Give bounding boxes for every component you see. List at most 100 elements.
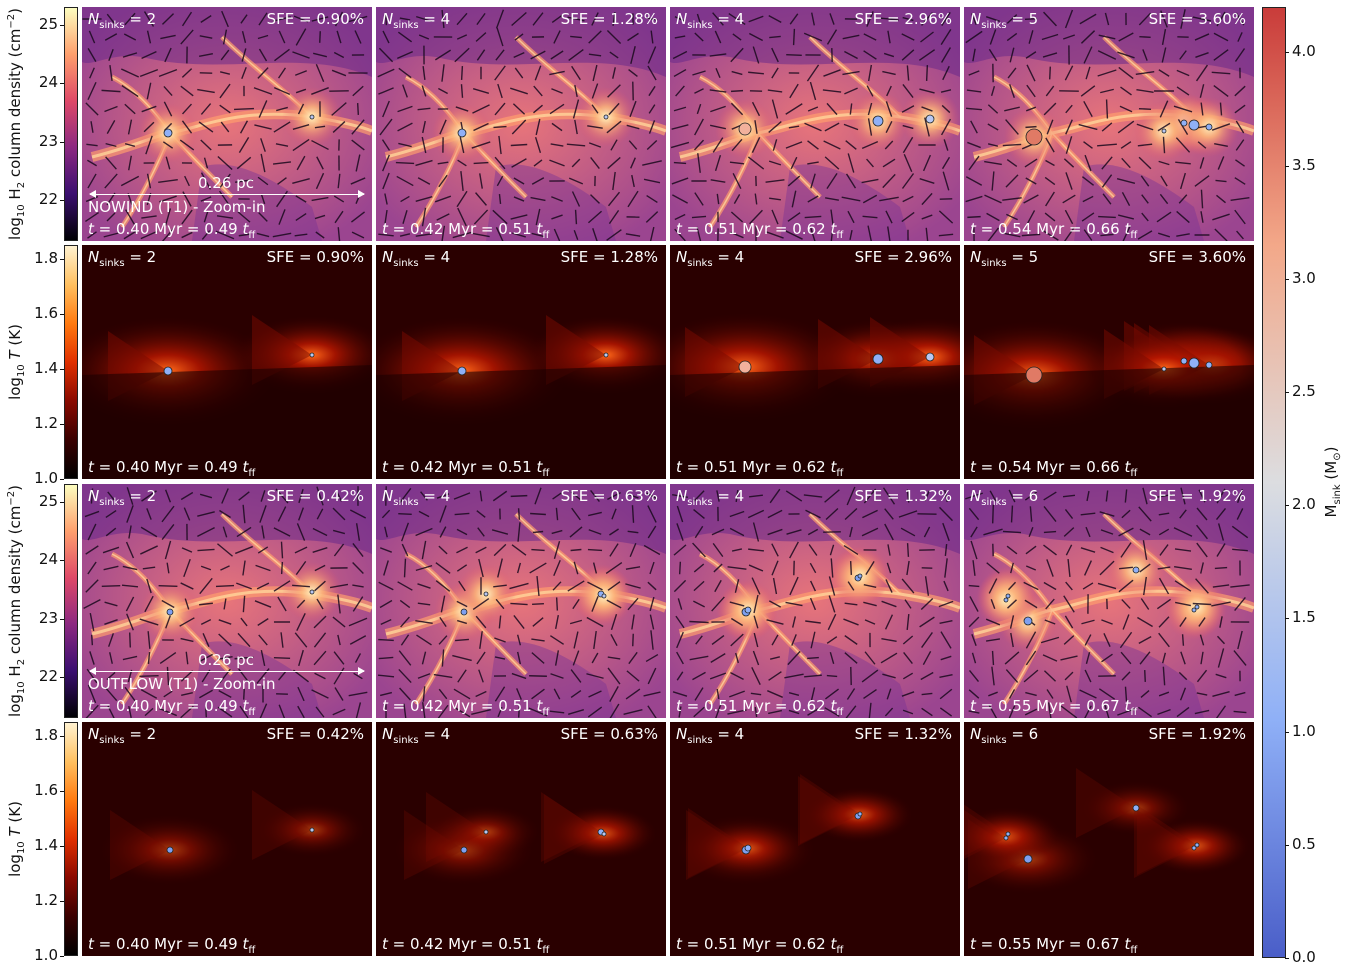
- colorbar-tick: 1.2: [34, 891, 58, 909]
- panel-density-r0-c3: Nsinks = 5 SFE = 3.60% t = 0.54 Myr = 0.66…: [964, 7, 1254, 241]
- map-image: [964, 722, 1254, 956]
- sfe-label: SFE = 3.60%: [1148, 10, 1246, 28]
- sink-mass-tick: 2.0: [1292, 495, 1316, 513]
- colorbar-tick: 1.0: [34, 946, 58, 964]
- panel-temperature-r3-c3: Nsinks = 6 SFE = 1.92% t = 0.55 Myr = 0.67…: [964, 722, 1254, 956]
- sink-mass-tick: 3.5: [1292, 156, 1316, 174]
- sink-mass-tick: 0.5: [1292, 835, 1316, 853]
- sink-mass-colorbar: [1262, 7, 1286, 958]
- nsinks-label: Nsinks = 4: [382, 725, 451, 747]
- sfe-label: SFE = 0.42%: [266, 487, 364, 505]
- temperature-colorbar: [64, 245, 78, 479]
- sfe-label: SFE = 0.90%: [266, 10, 364, 28]
- scale-bar: [89, 190, 365, 198]
- sink-particle: [738, 360, 752, 374]
- density-colorbar-label: log10 H2 column density (cm−2): [6, 485, 27, 717]
- colorbar-tick: 1.2: [34, 414, 58, 432]
- panel-density-r0-c1: Nsinks = 4 SFE = 1.28% t = 0.42 Myr = 0.51…: [376, 7, 666, 241]
- map-image: [376, 7, 666, 241]
- sink-particle: [1003, 597, 1009, 603]
- map-image: [376, 484, 666, 718]
- sink-particle: [483, 591, 489, 597]
- map-image: [964, 245, 1254, 479]
- scale-bar: [89, 667, 365, 675]
- time-label: t = 0.54 Myr = 0.66 tff: [970, 458, 1138, 480]
- time-label: t = 0.51 Myr = 0.62 tff: [676, 220, 844, 242]
- sink-particle: [1205, 123, 1213, 131]
- sink-particle: [1205, 361, 1213, 369]
- panel-temperature-r1-c3: Nsinks = 5 SFE = 3.60% t = 0.54 Myr = 0.66…: [964, 245, 1254, 479]
- sink-mass-tick: 1.0: [1292, 722, 1316, 740]
- sink-particle: [309, 827, 315, 833]
- time-label: t = 0.51 Myr = 0.62 tff: [676, 458, 844, 480]
- scale-bar-label: 0.26 pc: [198, 174, 254, 192]
- sink-particle: [483, 829, 489, 835]
- sink-particle: [1005, 593, 1011, 599]
- colorbar-tick: 1.8: [34, 249, 58, 267]
- colorbar-tick: 25: [38, 492, 58, 510]
- sink-particle: [738, 122, 752, 136]
- sink-particle: [1161, 366, 1167, 372]
- sink-particle: [1194, 842, 1200, 848]
- sink-particle: [1023, 854, 1033, 864]
- time-label: t = 0.55 Myr = 0.67 tff: [970, 697, 1138, 719]
- time-label: t = 0.40 Myr = 0.49 tff: [88, 458, 256, 480]
- sfe-label: SFE = 1.28%: [560, 248, 658, 266]
- sink-particle: [1005, 831, 1011, 837]
- sink-particle: [309, 589, 315, 595]
- sink-particle: [1132, 566, 1140, 574]
- sink-particle: [1180, 357, 1188, 365]
- sink-mass-tick: 4.0: [1292, 42, 1316, 60]
- sink-particle: [163, 128, 173, 138]
- panel-density-r2-c0: Nsinks = 2 SFE = 0.42% t = 0.40 Myr = 0.49…: [82, 484, 372, 718]
- sink-particle: [744, 606, 752, 614]
- colorbar-tick: 24: [38, 550, 58, 568]
- nsinks-label: Nsinks = 2: [88, 725, 157, 747]
- sink-particle: [1180, 119, 1188, 127]
- panel-density-r2-c3: Nsinks = 6 SFE = 1.92% t = 0.55 Myr = 0.67…: [964, 484, 1254, 718]
- panel-temperature-r3-c0: Nsinks = 2 SFE = 0.42% t = 0.40 Myr = 0.49…: [82, 722, 372, 956]
- time-label: t = 0.40 Myr = 0.49 tff: [88, 935, 256, 957]
- sink-particle: [857, 811, 863, 817]
- sfe-label: SFE = 1.92%: [1148, 487, 1246, 505]
- sink-particle: [872, 115, 884, 127]
- nsinks-label: Nsinks = 2: [88, 10, 157, 32]
- sink-mass-tick: 3.0: [1292, 269, 1316, 287]
- sfe-label: SFE = 1.32%: [854, 725, 952, 743]
- map-image: [82, 245, 372, 479]
- map-image: [82, 484, 372, 718]
- nsinks-label: Nsinks = 2: [88, 487, 157, 509]
- colorbar-tick: 1.0: [34, 469, 58, 487]
- nsinks-label: Nsinks = 4: [382, 10, 451, 32]
- nsinks-label: Nsinks = 4: [676, 725, 745, 747]
- sink-particle: [460, 608, 468, 616]
- map-image: [82, 722, 372, 956]
- temperature-colorbar-label: log10 T (K): [6, 801, 27, 877]
- map-image: [82, 7, 372, 241]
- sink-particle: [1025, 128, 1043, 146]
- sink-particle: [601, 831, 607, 837]
- nsinks-label: Nsinks = 5: [970, 248, 1039, 270]
- panel-density-r0-c0: Nsinks = 2 SFE = 0.90% t = 0.40 Myr = 0.49…: [82, 7, 372, 241]
- sfe-label: SFE = 2.96%: [854, 10, 952, 28]
- nsinks-label: Nsinks = 6: [970, 725, 1039, 747]
- sink-particle: [1188, 357, 1200, 369]
- sfe-label: SFE = 3.60%: [1148, 248, 1246, 266]
- sink-particle: [1194, 604, 1200, 610]
- panel-density-r2-c2: Nsinks = 4 SFE = 1.32% t = 0.51 Myr = 0.62…: [670, 484, 960, 718]
- sink-mass-tick: 2.5: [1292, 382, 1316, 400]
- time-label: t = 0.40 Myr = 0.49 tff: [88, 220, 256, 242]
- sink-particle: [460, 846, 468, 854]
- map-image: [670, 7, 960, 241]
- sink-particle: [457, 128, 467, 138]
- time-label: t = 0.51 Myr = 0.62 tff: [676, 935, 844, 957]
- colorbar-tick: 22: [38, 190, 58, 208]
- nsinks-label: Nsinks = 4: [676, 248, 745, 270]
- colorbar-tick: 1.8: [34, 726, 58, 744]
- sink-particle: [744, 844, 752, 852]
- nsinks-label: Nsinks = 4: [676, 487, 745, 509]
- sink-particle: [1191, 845, 1197, 851]
- density-colorbar: [64, 484, 78, 718]
- sink-particle: [457, 366, 467, 376]
- sink-particle: [163, 366, 173, 376]
